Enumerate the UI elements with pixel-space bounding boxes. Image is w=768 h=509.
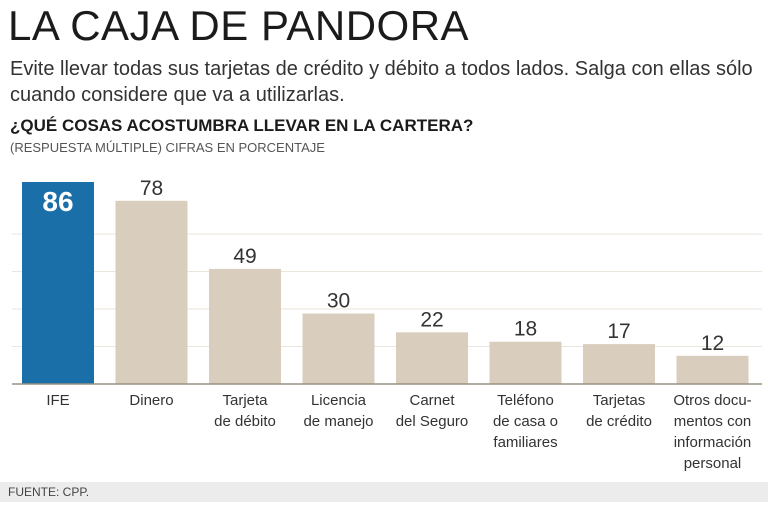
bar bbox=[302, 313, 375, 384]
category-label: Teléfono bbox=[497, 392, 554, 409]
bar bbox=[209, 268, 281, 384]
bar bbox=[396, 332, 468, 384]
category-label: Tarjeta bbox=[222, 392, 268, 409]
data-label: 86 bbox=[42, 186, 73, 217]
category-label: IFE bbox=[46, 392, 69, 409]
data-label: 49 bbox=[233, 245, 256, 268]
source-bar: FUENTE: CPP. bbox=[0, 482, 768, 502]
data-label: 18 bbox=[514, 318, 537, 341]
data-label: 30 bbox=[327, 290, 350, 313]
bar bbox=[115, 200, 188, 384]
category-label: mentos con bbox=[674, 413, 752, 430]
category-label: Tarjetas bbox=[593, 392, 646, 409]
category-label: de crédito bbox=[586, 413, 652, 430]
category-label: Carnet bbox=[409, 392, 455, 409]
category-label: familiares bbox=[493, 434, 557, 451]
category-label: de débito bbox=[214, 413, 276, 430]
chart-subtitle: Evite llevar todas sus tarjetas de crédi… bbox=[10, 58, 753, 106]
chart-title: LA CAJA DE PANDORA bbox=[8, 2, 470, 49]
data-label: 12 bbox=[701, 332, 724, 355]
source-label: FUENTE: CPP. bbox=[8, 485, 90, 499]
bar bbox=[22, 182, 94, 384]
data-label: 17 bbox=[607, 320, 630, 343]
category-label: del Seguro bbox=[396, 413, 469, 430]
category-label: personal bbox=[684, 455, 742, 472]
bar bbox=[583, 344, 655, 384]
category-label: Dinero bbox=[129, 392, 173, 409]
data-label: 78 bbox=[140, 177, 163, 200]
category-label: Licencia bbox=[311, 392, 367, 409]
bar bbox=[489, 341, 562, 384]
category-label: de casa o bbox=[493, 413, 558, 430]
bar bbox=[676, 355, 749, 384]
category-label: de manejo bbox=[303, 413, 373, 430]
chart-note: (RESPUESTA MÚLTIPLE) CIFRAS EN PORCENTAJ… bbox=[10, 140, 325, 155]
category-label: información bbox=[674, 434, 752, 451]
category-label: Otros docu- bbox=[673, 392, 751, 409]
chart-question: ¿QUÉ COSAS ACOSTUMBRA LLEVAR EN LA CARTE… bbox=[10, 116, 474, 135]
data-label: 22 bbox=[420, 308, 443, 331]
